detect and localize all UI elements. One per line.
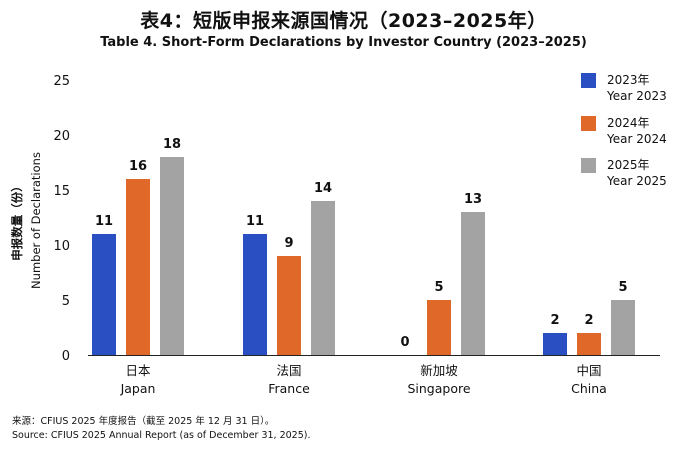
bar-france-2024 bbox=[277, 256, 301, 355]
data-label: 18 bbox=[163, 137, 181, 152]
x-tick-label-en: France bbox=[268, 381, 310, 396]
bar-china-2025 bbox=[611, 300, 635, 355]
y-tick-label: 25 bbox=[53, 74, 70, 89]
legend-label-en: Year 2024 bbox=[606, 132, 667, 146]
legend-label-en: Year 2023 bbox=[606, 89, 667, 103]
y-tick-label: 5 bbox=[62, 294, 70, 309]
legend-label-en: Year 2025 bbox=[606, 174, 667, 188]
x-tick-label-cn: 日本 bbox=[125, 363, 151, 378]
y-tick-label: 10 bbox=[53, 239, 70, 254]
bar-france-2025 bbox=[311, 201, 335, 355]
bar-japan-2025 bbox=[160, 157, 184, 355]
x-tick-label-cn: 法国 bbox=[276, 363, 301, 378]
data-label: 2 bbox=[550, 313, 559, 328]
legend-swatch-2025 bbox=[581, 158, 596, 173]
legend-swatch-2024 bbox=[581, 116, 596, 131]
legend-label-cn: 2025年 bbox=[607, 158, 650, 172]
x-tick-label-en: Singapore bbox=[407, 381, 470, 396]
bar-china-2024 bbox=[577, 333, 601, 355]
y-axis-label-cn: 申报数量（份） bbox=[10, 180, 24, 261]
data-label: 5 bbox=[618, 280, 627, 295]
source-note-cn: 来源：CFIUS 2025 年度报告（截至 2025 年 12 月 31 日）。 bbox=[12, 416, 275, 427]
data-label: 5 bbox=[434, 280, 443, 295]
x-tick-label-en: Japan bbox=[120, 381, 156, 396]
y-tick-label: 20 bbox=[53, 129, 70, 144]
bar-france-2023 bbox=[243, 234, 267, 355]
data-label: 11 bbox=[246, 214, 264, 229]
bar-japan-2024 bbox=[126, 179, 150, 355]
data-label: 14 bbox=[314, 181, 332, 196]
data-label: 9 bbox=[284, 236, 293, 251]
y-tick-label: 15 bbox=[53, 184, 70, 199]
bar-china-2023 bbox=[543, 333, 567, 355]
data-label: 16 bbox=[129, 159, 147, 174]
y-axis-label-en: Number of Declarations bbox=[29, 152, 43, 289]
chart-title: 表4：短版申报来源国情况（2023–2025年） bbox=[140, 10, 547, 32]
x-tick-label-en: China bbox=[571, 381, 607, 396]
bar-singapore-2024 bbox=[427, 300, 451, 355]
legend-swatch-2023 bbox=[581, 73, 596, 88]
x-tick-label-cn: 中国 bbox=[576, 363, 601, 378]
data-label: 2 bbox=[584, 313, 593, 328]
bar-singapore-2025 bbox=[461, 212, 485, 355]
data-label: 0 bbox=[400, 335, 409, 350]
source-note-en: Source: CFIUS 2025 Annual Report (as of … bbox=[12, 430, 311, 441]
chart-subtitle: Table 4. Short-Form Declarations by Inve… bbox=[100, 35, 587, 50]
bar-japan-2023 bbox=[92, 234, 116, 355]
legend-label-cn: 2023年 bbox=[607, 73, 650, 87]
x-tick-label-cn: 新加坡 bbox=[420, 363, 458, 378]
y-tick-label: 0 bbox=[62, 349, 70, 364]
data-label: 11 bbox=[95, 214, 113, 229]
data-label: 13 bbox=[464, 192, 482, 207]
legend-label-cn: 2024年 bbox=[607, 116, 650, 130]
